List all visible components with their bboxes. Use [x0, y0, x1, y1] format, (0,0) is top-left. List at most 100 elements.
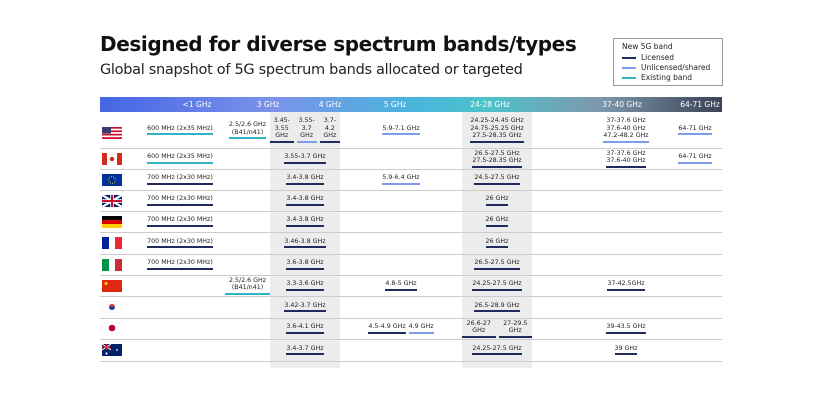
band-line: [147, 224, 213, 227]
cell: 37-42.5GHz: [590, 275, 662, 296]
band-entry: 39-43.5 GHz: [606, 323, 646, 334]
cell: 39-43.5 GHz: [590, 318, 662, 339]
cell: [668, 254, 722, 275]
band-entry: 64-71 GHz: [678, 153, 712, 164]
cell: 700 MHz (2x30 MHz): [130, 232, 230, 254]
cell: [225, 211, 270, 232]
band-text: 26 GHz: [485, 216, 509, 224]
flag: [102, 280, 122, 292]
cell: [340, 339, 462, 361]
band-text: 26.5-27.5 GHz: [474, 259, 520, 267]
band-text: 3.4-3.8 GHz: [286, 195, 324, 203]
band-text: 600 MHz (2x35 MHz): [147, 153, 213, 161]
band-entry: 3.55-3.7 GHz: [284, 153, 326, 164]
band-text: 37-42.5GHz: [607, 280, 645, 288]
band-line: [147, 133, 213, 136]
band-entry: 24.25-27.5 GHz: [472, 345, 522, 356]
band-entry: 4.9 GHz: [408, 323, 434, 334]
band-header: <1 GHz 3 GHz 4 GHz 5 GHz 24-28 GHz 37-40 GHz 6…: [100, 97, 722, 112]
cell: [590, 211, 662, 232]
band-entry: 3.6-3.8 GHz: [286, 259, 324, 270]
flag: [102, 153, 122, 165]
band-line: [284, 161, 326, 164]
cell: [225, 190, 270, 211]
band-entry: 5.9-6.4 GHz: [382, 174, 420, 185]
cell: [590, 254, 662, 275]
band-text: 37-37.6 GHz 37.6-40 GHz: [606, 149, 646, 165]
cell: [668, 296, 722, 318]
band-line: [606, 165, 646, 168]
cell: [225, 169, 270, 190]
flag: [102, 195, 122, 207]
table-row: 3.4-3.7 GHz 24.25-27.5 GHz 39 GHz: [100, 339, 722, 362]
cell: [225, 339, 270, 361]
cell: 26.5-27.5 GHz: [462, 254, 532, 275]
table-row: 600 MHz (2x35 MHz) 2.5/2.6 GHz (B41/n41) 3…: [100, 112, 722, 149]
band-text: 26.5-28.9 GHz: [474, 301, 520, 309]
band-entry: 26.6-27 GHz: [462, 320, 496, 338]
band-text: 26 GHz: [485, 195, 509, 203]
band-entry: 37-37.6 GHz 37.6-40 GHz 47.2-48.2 GHz: [603, 117, 649, 143]
legend-item: Licensed: [622, 53, 674, 62]
cell: 37-37.6 GHz 37.6-40 GHz: [590, 148, 662, 169]
band-entry: 26 GHz: [485, 195, 509, 206]
band-line: [286, 288, 324, 291]
band-label: 64-71 GHz: [680, 100, 720, 109]
cell: 24.5-27.5 GHz: [462, 169, 532, 190]
band-line: [474, 182, 520, 185]
table-row: 700 MHz (2x30 MHz) 3.4-3.8 GHz 26 GHz: [100, 211, 722, 233]
band-text: 39 GHz: [614, 344, 638, 352]
band-line: [382, 182, 420, 185]
flag: [102, 322, 122, 334]
band-entry: 26.5-27.5 GHz 27.5-28.35 GHz: [472, 150, 522, 168]
cell: 700 MHz (2x30 MHz): [130, 190, 230, 211]
cell: [340, 296, 462, 318]
band-text: 4.8-5 GHz: [385, 280, 417, 288]
band-entry: 26 GHz: [485, 216, 509, 227]
cell: 26.5-28.9 GHz: [462, 296, 532, 318]
band-entry: 24.25-24.45 GHz 24.75-25.25 GHz 27.5-28.…: [470, 117, 524, 143]
table-row: 700 MHz (2x30 MHz) 3.6-3.8 GHz 26.5-27.5 G…: [100, 254, 722, 276]
cell: 3.4-3.7 GHz: [270, 339, 340, 361]
band-label: 37-40 GHz: [602, 100, 642, 109]
cell: [668, 318, 722, 339]
cell: 24.25-24.45 GHz 24.75-25.25 GHz 27.5-28.…: [462, 112, 532, 148]
band-text: 64-71 GHz: [678, 153, 712, 161]
column-shade: [462, 112, 532, 368]
band-entry: 700 MHz (2x30 MHz): [147, 216, 213, 227]
band-entry: 24.25-27.5 GHz: [472, 280, 522, 291]
legend-item: Unlicensed/shared: [622, 63, 710, 72]
band-text: 5.9-6.4 GHz: [382, 174, 420, 182]
cell: 600 MHz (2x35 MHz): [130, 112, 230, 148]
band-entry: 24.5-27.5 GHz: [474, 174, 520, 185]
table-row: 700 MHz (2x30 MHz) 3.46-3.8 GHz 26 GHz: [100, 232, 722, 255]
band-text: 24.25-27.5 GHz: [472, 280, 522, 288]
band-label: 5 GHz: [383, 100, 407, 109]
band-line: [408, 331, 434, 334]
band-entry: 600 MHz (2x35 MHz): [147, 153, 213, 164]
cell: [340, 254, 462, 275]
band-entry: 2.5/2.6 GHz (B41/n41): [228, 121, 267, 139]
table-row: 3.6-4.1 GHz 4.5-4.9 GHz 4.9 GHz 26.6-27 GHz…: [100, 318, 722, 340]
band-text: 3.42-3.7 GHz: [284, 301, 326, 309]
band-label: 4 GHz: [318, 100, 342, 109]
cell: [130, 275, 230, 296]
band-text: 4.9 GHz: [408, 323, 434, 331]
band-entry: 26.5-28.9 GHz: [474, 301, 520, 313]
legend-swatch: [622, 56, 636, 59]
flag: [102, 237, 122, 249]
band-entry: 3.6-4.1 GHz: [286, 323, 324, 334]
band-line: [270, 140, 294, 143]
flag: [102, 174, 122, 186]
band-line: [368, 331, 406, 334]
cell: 600 MHz (2x35 MHz): [130, 148, 230, 169]
band-entry: 26.5-27.5 GHz: [474, 259, 520, 270]
cell: 2.5/2.6 GHz (B41/n41): [225, 112, 270, 148]
cell: [590, 190, 662, 211]
band-label: <1 GHz: [182, 100, 212, 109]
cell: [340, 211, 462, 232]
band-line: [286, 224, 324, 227]
cell: 700 MHz (2x30 MHz): [130, 211, 230, 232]
band-line: [485, 203, 509, 206]
band-line: [147, 246, 213, 249]
